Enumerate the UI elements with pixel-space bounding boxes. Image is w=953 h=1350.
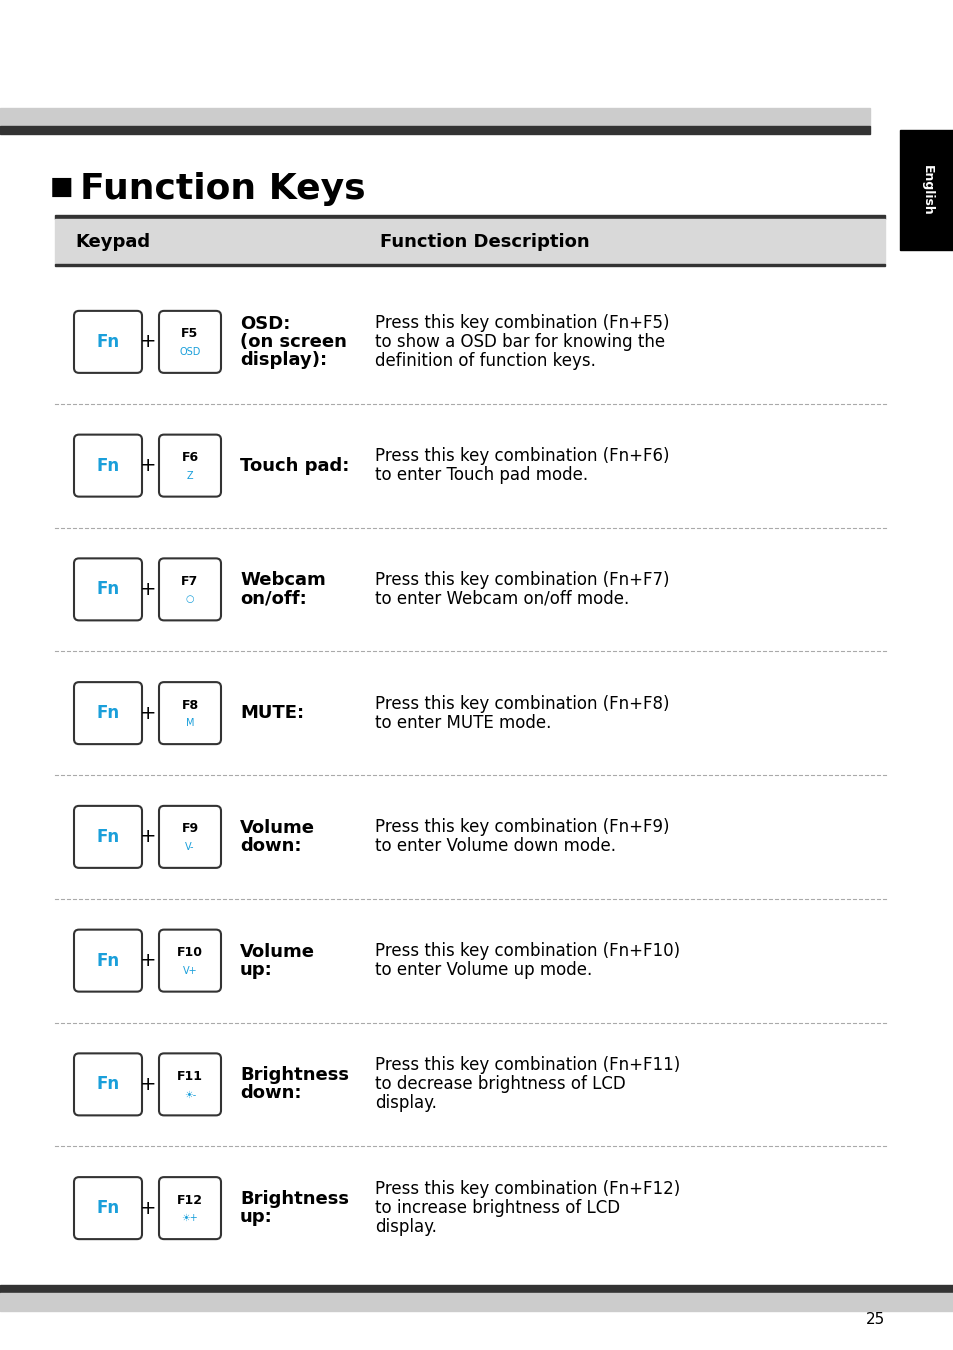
Text: to show a OSD bar for knowing the: to show a OSD bar for knowing the	[375, 333, 664, 351]
Bar	[0, 1293, 953, 1311]
FancyBboxPatch shape	[159, 559, 221, 621]
Text: Fn: Fn	[96, 333, 119, 351]
Text: display.: display.	[375, 1218, 436, 1237]
Text: OSD: OSD	[179, 347, 200, 356]
Text: F11: F11	[177, 1069, 203, 1083]
Text: up:: up:	[240, 1208, 273, 1226]
Text: F8: F8	[181, 699, 198, 711]
FancyBboxPatch shape	[159, 806, 221, 868]
Text: Fn: Fn	[96, 1076, 119, 1094]
FancyBboxPatch shape	[74, 435, 142, 497]
FancyBboxPatch shape	[159, 435, 221, 497]
Text: F7: F7	[181, 575, 198, 587]
Text: M: M	[186, 718, 194, 728]
Text: F5: F5	[181, 328, 198, 340]
Text: Press this key combination (Fn+F5): Press this key combination (Fn+F5)	[375, 315, 669, 332]
Text: +: +	[139, 456, 156, 475]
FancyBboxPatch shape	[74, 682, 142, 744]
Text: Brightness: Brightness	[240, 1066, 349, 1084]
Text: Press this key combination (Fn+F12): Press this key combination (Fn+F12)	[375, 1180, 679, 1199]
FancyBboxPatch shape	[159, 310, 221, 373]
Text: Fn: Fn	[96, 1199, 119, 1218]
Text: +: +	[139, 828, 156, 846]
Text: to enter Touch pad mode.: to enter Touch pad mode.	[375, 466, 587, 485]
Text: to enter MUTE mode.: to enter MUTE mode.	[375, 714, 551, 732]
Text: definition of function keys.: definition of function keys.	[375, 352, 596, 370]
Text: Fn: Fn	[96, 456, 119, 475]
Text: F12: F12	[177, 1193, 203, 1207]
Bar	[0, 108, 869, 126]
Text: Press this key combination (Fn+F7): Press this key combination (Fn+F7)	[375, 571, 669, 589]
Text: display):: display):	[240, 351, 327, 369]
Text: down:: down:	[240, 837, 301, 855]
Text: Press this key combination (Fn+F9): Press this key combination (Fn+F9)	[375, 818, 669, 837]
Text: to enter Webcam on/off mode.: to enter Webcam on/off mode.	[375, 590, 629, 608]
Text: display.: display.	[375, 1095, 436, 1112]
FancyBboxPatch shape	[74, 310, 142, 373]
Text: MUTE:: MUTE:	[240, 705, 304, 722]
Bar	[55, 215, 884, 219]
Text: +: +	[139, 580, 156, 599]
Text: Touch pad:: Touch pad:	[240, 456, 349, 475]
FancyBboxPatch shape	[74, 1053, 142, 1115]
Text: +: +	[139, 703, 156, 722]
Text: down:: down:	[240, 1084, 301, 1103]
FancyBboxPatch shape	[159, 930, 221, 992]
Text: Press this key combination (Fn+F11): Press this key combination (Fn+F11)	[375, 1056, 679, 1075]
Text: 25: 25	[864, 1312, 884, 1327]
Text: to decrease brightness of LCD: to decrease brightness of LCD	[375, 1076, 625, 1094]
Text: to enter Volume down mode.: to enter Volume down mode.	[375, 837, 616, 856]
Text: ■: ■	[51, 176, 73, 198]
Text: Fn: Fn	[96, 828, 119, 846]
Text: +: +	[139, 952, 156, 971]
Text: V+: V+	[182, 965, 197, 976]
Text: Function Keys: Function Keys	[80, 171, 365, 207]
FancyBboxPatch shape	[159, 1177, 221, 1239]
Text: Function Description: Function Description	[379, 234, 589, 251]
Bar	[899, 130, 953, 250]
Text: F10: F10	[177, 946, 203, 958]
FancyBboxPatch shape	[159, 682, 221, 744]
Text: OSD:: OSD:	[240, 315, 290, 333]
FancyBboxPatch shape	[74, 806, 142, 868]
Text: +: +	[139, 332, 156, 351]
FancyBboxPatch shape	[74, 559, 142, 621]
Text: Keypad: Keypad	[75, 234, 150, 251]
Text: Z: Z	[187, 471, 193, 481]
Text: F9: F9	[181, 822, 198, 836]
Text: ☀-: ☀-	[184, 1089, 196, 1099]
FancyBboxPatch shape	[74, 1177, 142, 1239]
Text: +: +	[139, 1075, 156, 1094]
Text: Press this key combination (Fn+F10): Press this key combination (Fn+F10)	[375, 942, 679, 960]
Text: ☀+: ☀+	[181, 1214, 198, 1223]
Text: Webcam: Webcam	[240, 571, 325, 590]
Bar	[55, 265, 884, 266]
Bar	[55, 219, 884, 265]
Text: V-: V-	[185, 842, 194, 852]
FancyBboxPatch shape	[159, 1053, 221, 1115]
Text: +: +	[139, 1199, 156, 1218]
Text: up:: up:	[240, 961, 273, 979]
Text: Press this key combination (Fn+F6): Press this key combination (Fn+F6)	[375, 447, 669, 466]
Text: Brightness: Brightness	[240, 1191, 349, 1208]
Bar	[0, 1285, 953, 1293]
Text: to enter Volume up mode.: to enter Volume up mode.	[375, 961, 592, 979]
Text: English: English	[920, 165, 933, 216]
Text: Fn: Fn	[96, 705, 119, 722]
FancyBboxPatch shape	[74, 930, 142, 992]
Text: F6: F6	[181, 451, 198, 464]
Text: (on screen: (on screen	[240, 333, 347, 351]
Text: Volume: Volume	[240, 942, 314, 961]
Text: Fn: Fn	[96, 580, 119, 598]
Text: Press this key combination (Fn+F8): Press this key combination (Fn+F8)	[375, 695, 669, 713]
Text: Fn: Fn	[96, 952, 119, 969]
Bar	[0, 126, 869, 134]
Text: to increase brightness of LCD: to increase brightness of LCD	[375, 1199, 619, 1218]
Text: Volume: Volume	[240, 819, 314, 837]
Text: ○: ○	[186, 594, 194, 605]
Text: on/off:: on/off:	[240, 590, 307, 608]
